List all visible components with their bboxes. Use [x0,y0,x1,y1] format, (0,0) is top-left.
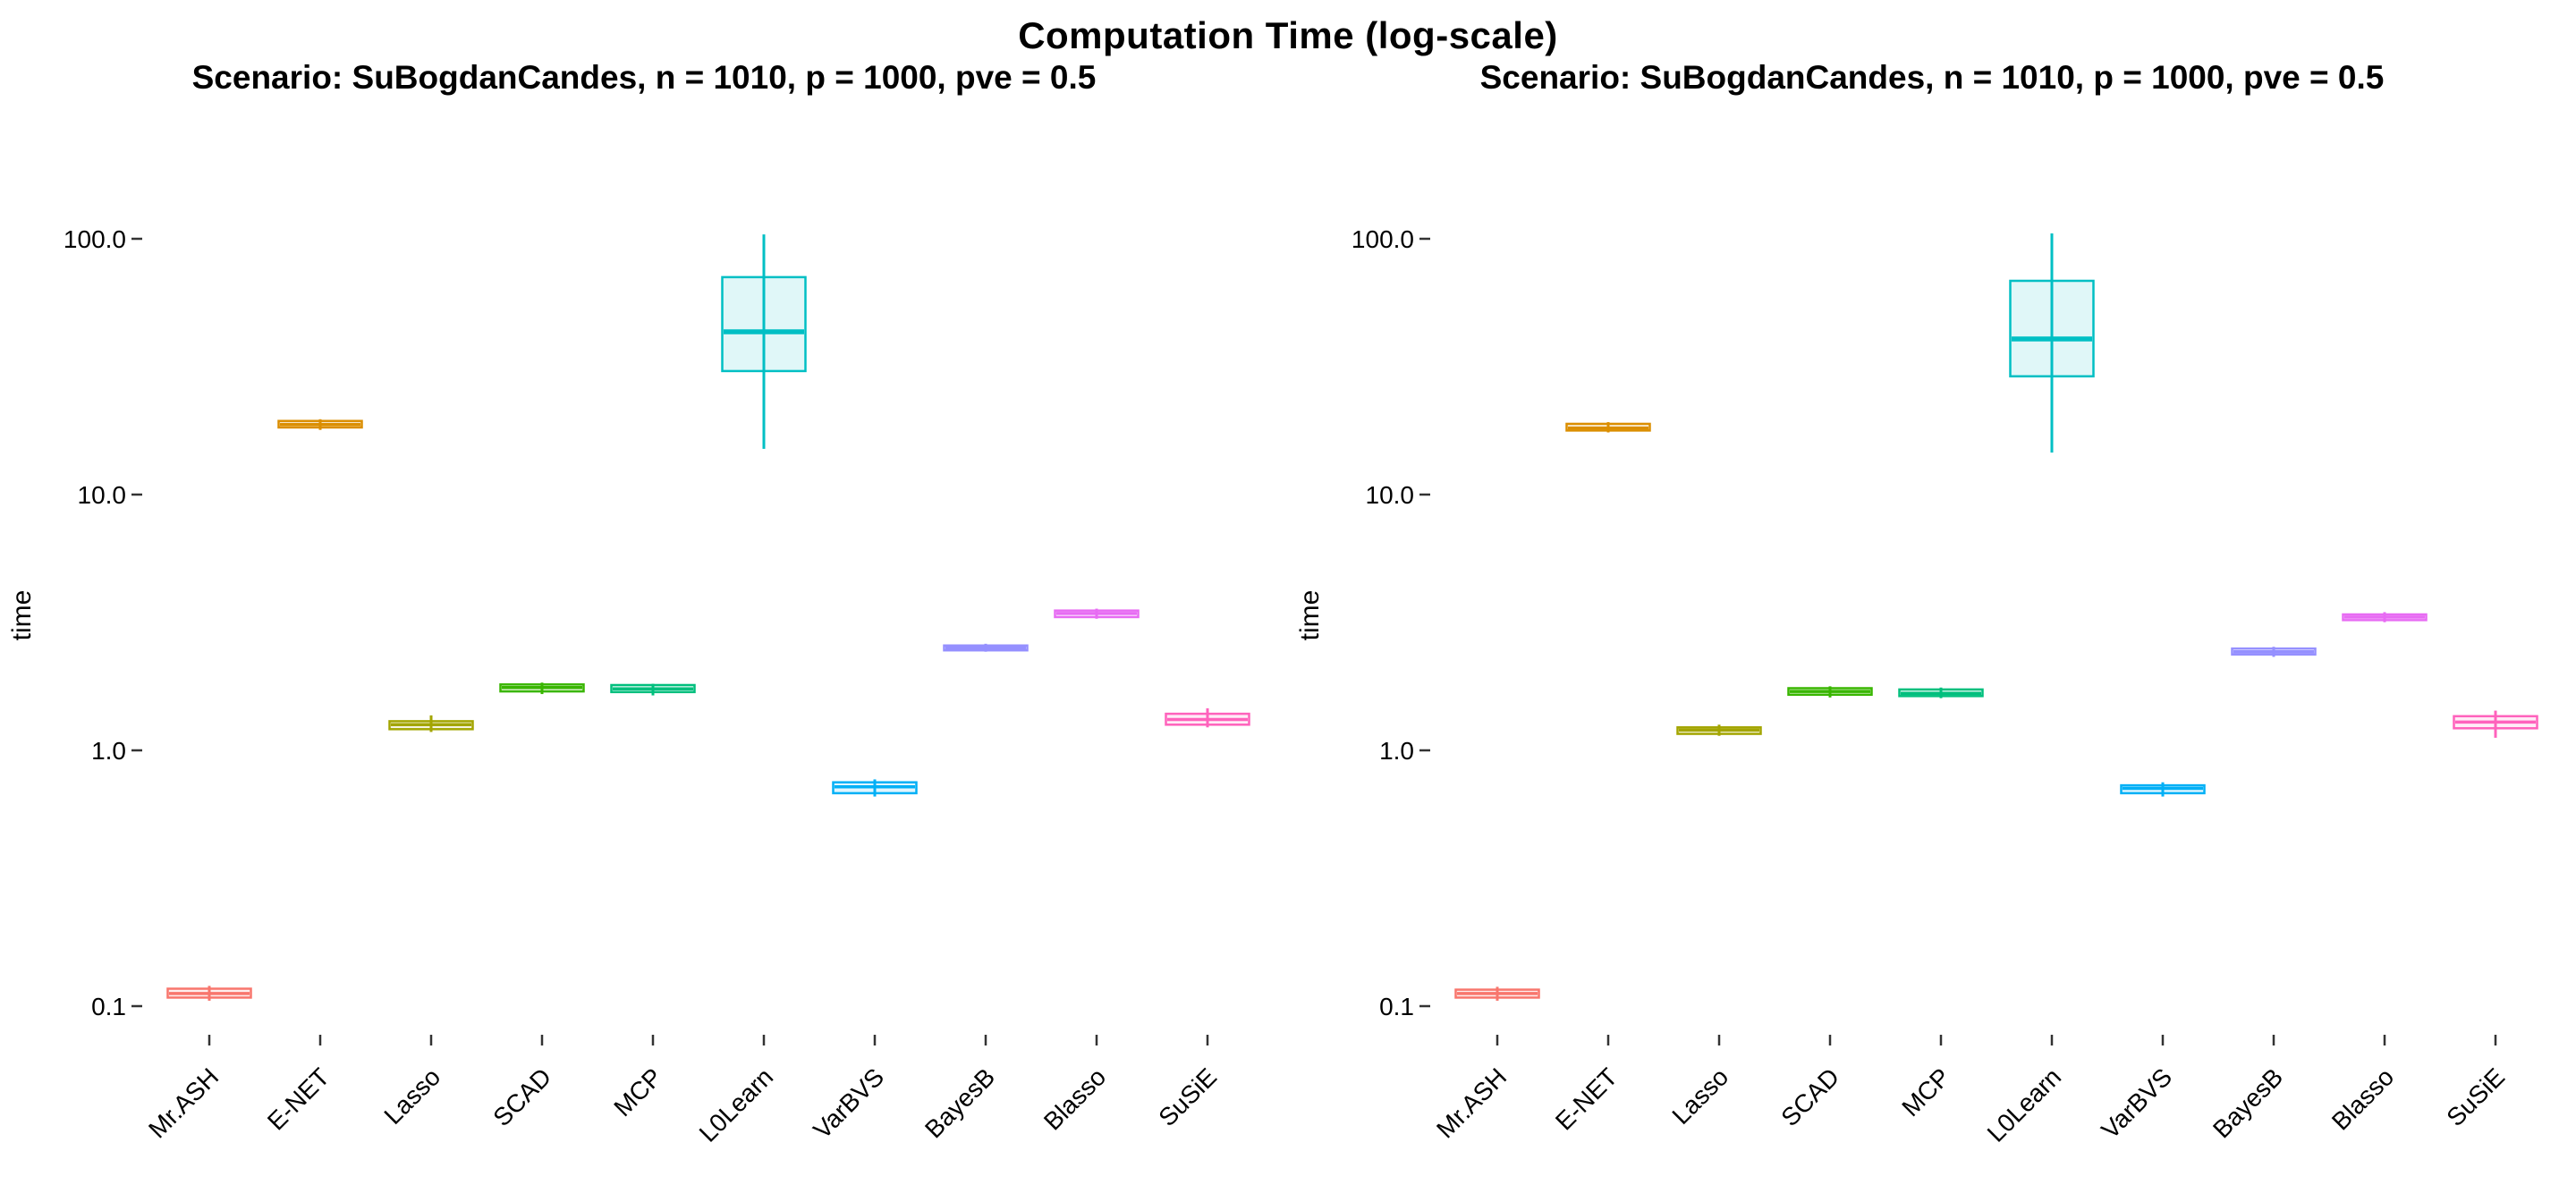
x-axis-category-label: VarBVS [808,1062,889,1144]
boxplot-scad [499,682,585,695]
y-axis-tick-label: 100.0 [1352,225,1414,253]
y-axis-tick-label: 10.0 [1366,481,1415,509]
iqr-box [721,275,807,373]
boxplot-bayesb [943,643,1029,652]
boxplot-lasso [1676,724,1762,736]
x-axis-category-label: VarBVS [2096,1062,2177,1144]
x-axis-category-label: MCP [1896,1062,1955,1122]
x-axis-category-label: Mr.ASH [143,1062,224,1143]
subtitle-left-panel: Scenario: SuBogdanCandes, n = 1010, p = … [191,59,1097,96]
boxplot-blasso [1054,608,1140,619]
x-axis-category-label: L0Learn [1982,1062,2067,1147]
y-axis-tick-label: 0.1 [91,993,126,1020]
boxplot-mcp [610,683,696,696]
x-axis-category-label: Lasso [1666,1062,1733,1130]
figure-title: Computation Time (log-scale) [1018,14,1558,56]
boxplot-mr-ash [1454,986,1540,1001]
boxplot-e-net [277,419,363,430]
boxplot-mcp [1898,687,1984,698]
boxplot-susie [1165,707,1250,728]
boxplot-scad [1787,686,1873,698]
y-axis-tick-label: 10.0 [78,481,127,509]
boxplot-blasso [2342,612,2428,622]
boxplot-panel-right: 0.1 1.0 10.0 100.0 time Mr.ASH E-NET Lasso SCAD M… [1295,225,2538,1147]
x-axis-category-label: E-NET [262,1062,335,1135]
y-axis-title: time [7,590,37,641]
y-axis-tick-label: 100.0 [64,225,126,253]
x-axis-category-label: MCP [608,1062,667,1122]
subtitle-right-panel: Scenario: SuBogdanCandes, n = 1010, p = … [1479,59,2385,96]
x-axis-category-label: SuSiE [2441,1062,2510,1131]
y-axis-tick-label: 0.1 [1379,993,1414,1020]
y-axis-title: time [1295,590,1325,641]
x-axis-category-label: Mr.ASH [1431,1062,1512,1143]
boxplot-mr-ash [166,986,252,1001]
x-axis-category-label: BayesB [919,1062,1000,1143]
x-axis-category-label: SCAD [487,1062,556,1131]
boxplot-susie [2453,710,2538,738]
x-axis-category-label: SCAD [1775,1062,1844,1131]
x-axis-category-label: Blasso [1038,1062,1111,1135]
boxplot-lasso [388,715,474,732]
x-axis-category-label: Lasso [378,1062,445,1130]
iqr-box [2009,279,2095,378]
x-axis-category-label: E-NET [1550,1062,1623,1135]
boxplot-bayesb [2231,647,2317,657]
y-axis-tick-label: 1.0 [1379,737,1414,765]
boxplot-e-net [1565,421,1651,433]
boxplot-l0learn [721,234,807,449]
x-axis-category-label: Blasso [2326,1062,2399,1135]
boxplot-l0learn [2009,233,2095,453]
x-axis-category-label: L0Learn [694,1062,779,1147]
boxplot-panel-left: 0.1 1.0 10.0 100.0 time Mr.ASH E-NET Lasso SCAD M… [7,225,1250,1147]
x-axis-category-label: BayesB [2207,1062,2288,1143]
boxplot-varbvs [832,779,918,797]
boxplot-varbvs [2120,782,2206,797]
x-axis-category-label: SuSiE [1153,1062,1222,1131]
y-axis-tick-label: 1.0 [91,737,126,765]
